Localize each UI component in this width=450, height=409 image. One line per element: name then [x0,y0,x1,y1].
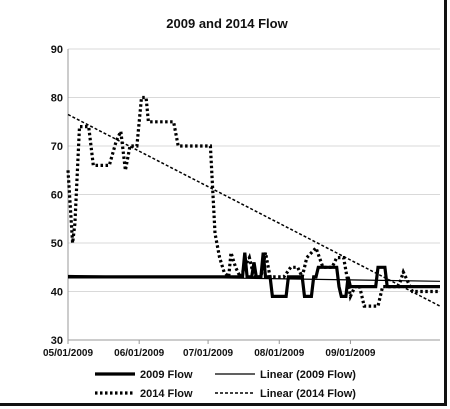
chart-title: 2009 and 2014 Flow [166,16,288,31]
x-tick-label: 05/01/2009 [43,348,93,359]
y-tick-label: 90 [51,44,63,56]
x-tick-labels: 05/01/2009 06/01/2009 07/01/2009 08/01/2009… [43,348,376,359]
x-tick-label: 06/01/2009 [114,348,164,359]
series-line-2009-flow [68,252,440,298]
legend: 2009 Flow Linear (2009 Flow) 2014 Flow Line… [95,369,356,400]
series-lines [66,95,441,308]
axes [67,49,440,344]
y-tick-label: 30 [51,335,63,347]
y-tick-label: 50 [51,238,63,250]
x-tick-label: 09/01/2009 [325,348,375,359]
y-tick-label: 80 [51,93,63,105]
legend-label-2014-flow: 2014 Flow [140,388,193,400]
x-tick-label: 08/01/2009 [254,348,304,359]
y-tick-labels: 30 40 50 60 70 80 90 [51,44,63,347]
y-tick-label: 40 [51,287,63,299]
legend-label-linear-2009-flow: Linear (2009 Flow) [260,369,356,381]
legend-label-linear-2014-flow: Linear (2014 Flow) [260,388,356,400]
y-tick-label: 60 [51,190,63,202]
series-line-2014-flow [66,95,440,308]
gridlines [68,48,440,292]
y-tick-label: 70 [51,141,63,153]
legend-label-2009-flow: 2009 Flow [140,369,193,381]
x-tick-label: 07/01/2009 [183,348,233,359]
